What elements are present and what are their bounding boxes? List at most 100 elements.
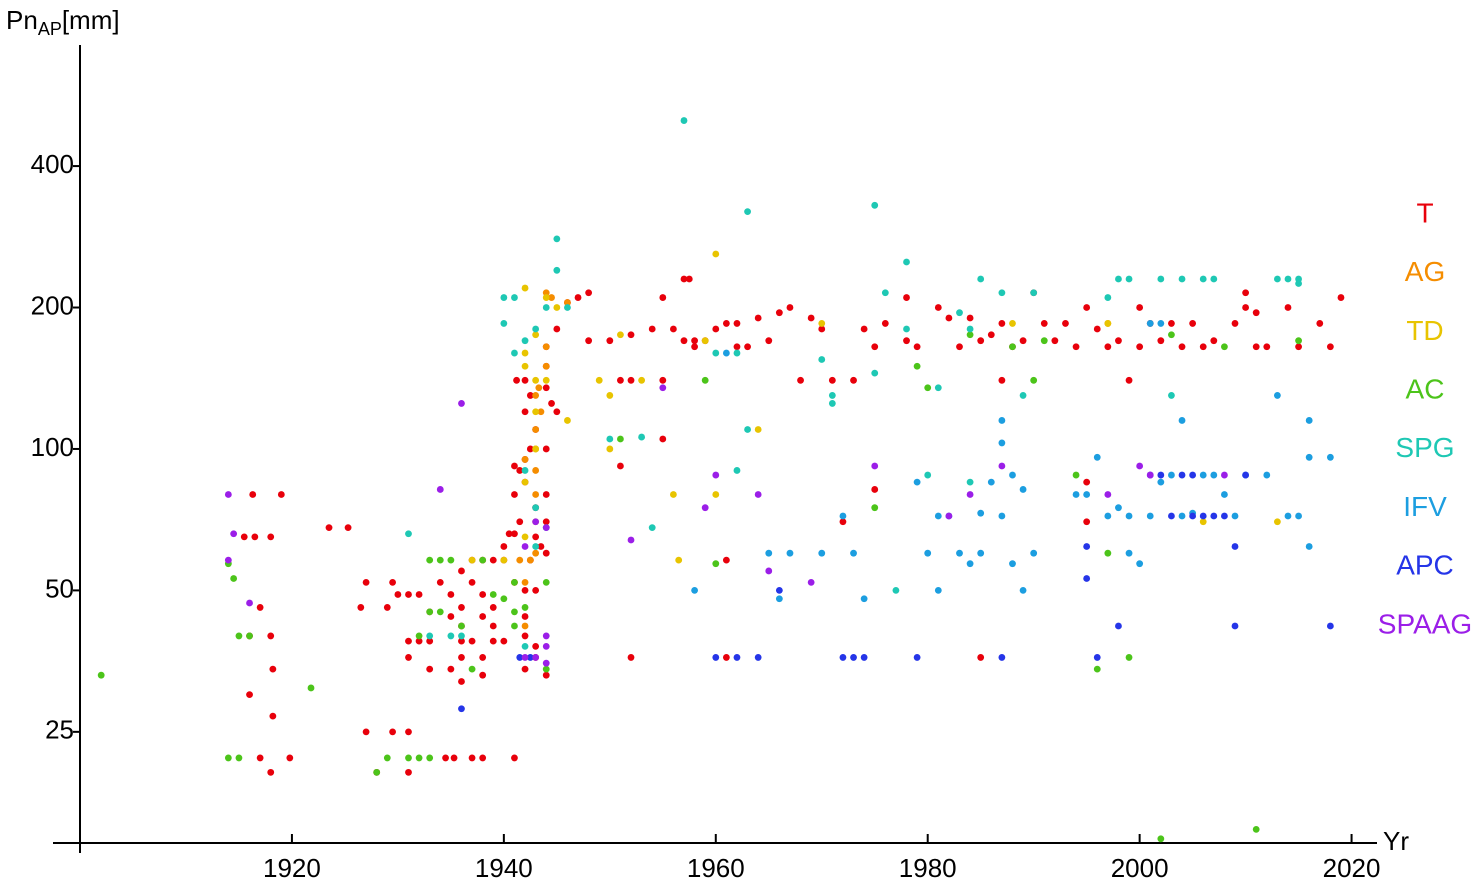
point — [1009, 471, 1016, 479]
point — [1189, 512, 1197, 520]
point — [1326, 343, 1334, 351]
point — [532, 587, 540, 594]
point — [1136, 304, 1144, 311]
point — [542, 659, 550, 667]
point — [1273, 518, 1281, 526]
point — [1221, 491, 1228, 498]
point — [1157, 337, 1165, 345]
point — [627, 536, 635, 544]
point — [405, 530, 412, 538]
point — [532, 543, 540, 550]
point — [447, 632, 455, 640]
point — [712, 325, 720, 333]
point — [956, 309, 963, 317]
point — [998, 462, 1006, 470]
point — [839, 654, 847, 661]
y-tick-label: 400 — [31, 149, 74, 179]
point — [627, 376, 635, 384]
point — [521, 467, 529, 474]
point — [1019, 337, 1027, 345]
point — [712, 491, 720, 498]
point — [998, 376, 1006, 384]
point — [256, 604, 264, 611]
point — [500, 637, 508, 645]
point — [436, 578, 444, 586]
point — [754, 426, 762, 433]
point — [1273, 392, 1281, 399]
point — [1210, 337, 1218, 345]
y-tick-label: 50 — [45, 573, 74, 603]
point — [542, 384, 550, 392]
x-tick-label: 1980 — [899, 853, 957, 883]
point — [542, 549, 550, 557]
point — [521, 376, 529, 384]
point — [722, 556, 730, 564]
point — [251, 533, 259, 541]
point — [405, 768, 412, 776]
point — [426, 632, 434, 640]
legend-entry: AG — [1405, 256, 1445, 287]
point — [373, 768, 381, 776]
point — [458, 567, 465, 575]
point — [532, 445, 540, 453]
point — [1093, 665, 1101, 673]
point — [1072, 491, 1080, 498]
point — [733, 654, 741, 661]
point — [532, 325, 540, 333]
x-tick-label: 1960 — [687, 853, 745, 883]
point — [415, 591, 423, 598]
point — [1221, 512, 1228, 520]
point — [1146, 471, 1154, 479]
point — [479, 754, 487, 762]
point — [913, 654, 921, 661]
point — [521, 654, 529, 661]
point — [1178, 417, 1186, 424]
point — [839, 518, 847, 526]
point — [468, 556, 476, 564]
point — [669, 491, 677, 498]
point — [585, 289, 593, 297]
point — [246, 691, 253, 699]
point — [966, 314, 974, 322]
point — [542, 665, 550, 673]
point — [532, 426, 540, 433]
point — [1051, 337, 1059, 345]
point — [1019, 392, 1027, 399]
point — [1125, 512, 1133, 520]
point — [733, 467, 741, 474]
point — [733, 343, 741, 351]
point — [1295, 337, 1302, 345]
point — [903, 325, 910, 333]
point — [542, 643, 550, 650]
point — [1157, 835, 1165, 843]
y-label-main: Pn — [6, 5, 38, 35]
point — [850, 654, 857, 661]
point — [269, 712, 277, 720]
point — [1104, 294, 1112, 301]
point — [977, 275, 985, 283]
point — [680, 337, 688, 345]
point — [839, 512, 847, 520]
point — [500, 595, 508, 603]
point — [977, 654, 985, 661]
point — [1009, 343, 1016, 351]
point — [754, 314, 762, 322]
point — [511, 622, 518, 630]
point — [1146, 320, 1154, 327]
point — [511, 294, 518, 301]
point — [537, 543, 545, 550]
point — [511, 462, 518, 470]
point — [786, 304, 794, 311]
point — [617, 435, 624, 443]
point — [1125, 376, 1133, 384]
x-tick-label: 1920 — [263, 853, 321, 883]
point — [405, 654, 412, 661]
point — [383, 754, 391, 762]
point — [1263, 343, 1271, 351]
point — [998, 417, 1006, 424]
point — [1083, 304, 1091, 311]
point — [224, 556, 232, 564]
point — [553, 325, 561, 333]
point — [521, 604, 529, 611]
point — [532, 533, 540, 541]
